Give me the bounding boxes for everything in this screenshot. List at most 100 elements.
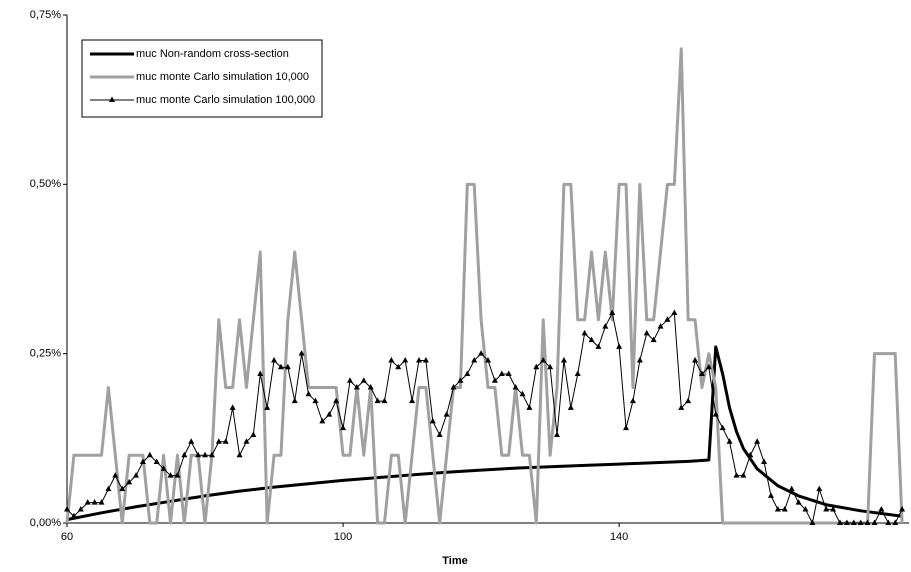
point-marker [195, 451, 202, 458]
point-marker [636, 356, 643, 363]
x-tick-label: 140 [610, 531, 628, 543]
point-marker [119, 485, 126, 492]
point-marker [850, 519, 857, 525]
point-marker [554, 431, 561, 437]
point-marker [698, 370, 705, 376]
point-marker [112, 472, 119, 478]
point-marker [892, 519, 899, 525]
point-marker [512, 384, 519, 390]
point-marker [726, 438, 733, 444]
series-line [65, 47, 904, 525]
point-marker [740, 472, 747, 478]
point-marker [70, 512, 77, 519]
point-marker [767, 492, 774, 498]
point-marker [678, 404, 685, 410]
y-tick-label: 0,25% [30, 348, 61, 360]
point-marker [84, 499, 91, 505]
point-marker [160, 465, 167, 471]
point-marker [623, 424, 630, 431]
point-marker [409, 397, 416, 404]
point-marker [250, 431, 257, 437]
legend-label: muc monte Carlo simulation 10,000 [136, 71, 309, 83]
point-marker [367, 384, 374, 390]
point-marker [547, 363, 554, 370]
point-marker [126, 478, 133, 485]
point-marker [264, 404, 271, 410]
point-marker [388, 356, 395, 363]
point-marker [402, 356, 409, 363]
point-marker [816, 485, 823, 492]
point-marker [215, 438, 222, 444]
point-marker [236, 451, 243, 458]
point-marker [899, 505, 906, 512]
point-marker [588, 336, 595, 343]
point-marker [146, 451, 153, 458]
point-marker [333, 397, 340, 404]
point-marker [664, 316, 671, 322]
point-marker [222, 438, 229, 444]
point-marker [836, 519, 843, 525]
point-marker [188, 438, 195, 444]
point-marker [843, 519, 850, 525]
point-marker [312, 397, 319, 404]
point-marker [802, 505, 809, 512]
point-marker [450, 384, 457, 390]
point-marker [574, 370, 581, 376]
point-marker [519, 390, 526, 397]
legend-label: muc monte Carlo simulation 100,000 [136, 94, 315, 106]
point-marker [202, 451, 209, 458]
point-marker [705, 363, 712, 370]
point-marker [167, 472, 174, 478]
point-marker [747, 451, 754, 458]
point-marker [457, 377, 464, 383]
y-tick-label: 0,50% [30, 178, 61, 190]
x-axis-label: Time [442, 555, 467, 567]
point-marker [657, 323, 664, 329]
point-marker [443, 411, 450, 417]
point-marker [208, 451, 215, 458]
point-marker [478, 350, 485, 356]
point-marker [319, 417, 326, 424]
point-marker [271, 356, 278, 363]
point-marker [340, 424, 347, 431]
point-marker [133, 472, 140, 478]
point-marker [629, 397, 636, 404]
point-marker [436, 431, 443, 437]
point-marker [823, 505, 830, 512]
point-marker [712, 411, 719, 417]
point-marker [560, 356, 567, 363]
point-marker [857, 519, 864, 525]
point-marker [616, 343, 623, 349]
point-marker [346, 377, 353, 383]
point-marker [98, 499, 105, 505]
point-marker [643, 329, 650, 336]
point-marker [609, 309, 616, 316]
point-marker [305, 390, 312, 397]
point-marker [77, 505, 84, 512]
series-line [66, 345, 903, 522]
point-marker [864, 519, 871, 525]
legend-marker [109, 96, 115, 102]
point-marker [91, 499, 98, 505]
point-marker [685, 397, 692, 404]
point-marker [485, 356, 491, 363]
point-marker [878, 505, 885, 512]
y-tick-label: 0,00% [30, 517, 61, 529]
point-marker [671, 309, 678, 316]
point-marker [229, 404, 236, 410]
point-marker [526, 404, 533, 410]
y-tick-label: 0,75% [30, 9, 61, 21]
x-tick-label: 60 [61, 531, 73, 543]
point-marker [464, 370, 471, 376]
point-marker [153, 458, 160, 465]
point-marker [291, 397, 298, 404]
point-marker [284, 363, 291, 370]
point-marker [871, 519, 878, 525]
point-marker [885, 519, 892, 525]
point-marker [781, 505, 788, 512]
point-marker [277, 363, 284, 370]
point-marker [788, 485, 795, 492]
point-marker [595, 343, 602, 349]
point-marker [395, 363, 402, 370]
